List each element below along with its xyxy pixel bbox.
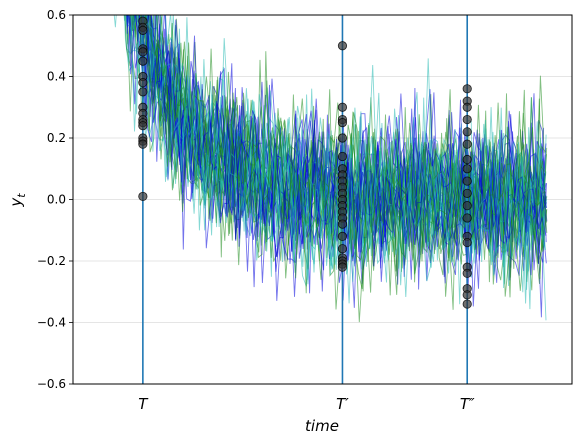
trajectory-line (134, 15, 545, 307)
sample-marker (462, 188, 472, 198)
sample-marker (462, 237, 472, 248)
sample-marker (337, 244, 348, 254)
sample-marker (138, 139, 148, 149)
sample-marker (138, 191, 148, 202)
sample-marker (337, 219, 348, 229)
vertical-marker-label: T′ (336, 395, 349, 413)
x-axis-title: time (305, 417, 339, 435)
sample-marker (462, 102, 472, 112)
trajectory-lines (113, 15, 548, 323)
sample-marker (337, 133, 348, 143)
vertical-marker-label: T (138, 395, 149, 413)
sample-marker (138, 78, 148, 88)
sample-marker (462, 127, 472, 137)
y-tick-label: 0.4 (47, 70, 66, 84)
sample-marker (462, 268, 472, 278)
y-tick-label: 0.6 (47, 8, 66, 22)
sample-marker (462, 139, 472, 149)
y-tick-label: 0.0 (47, 193, 66, 207)
y-tick-label: 0.2 (47, 131, 66, 145)
y-axis-title: yt (7, 193, 28, 208)
trajectory-line (131, 15, 545, 261)
sample-marker (138, 56, 148, 66)
sample-marker (462, 290, 472, 300)
sample-marker (462, 154, 472, 165)
sample-marker (462, 176, 472, 186)
sample-marker (138, 25, 148, 35)
sample-marker (337, 151, 348, 162)
y-tick-label: −0.4 (37, 316, 66, 330)
sample-marker (337, 262, 348, 272)
sample-marker (462, 299, 472, 309)
sample-marker (138, 121, 148, 131)
sample-marker (337, 231, 348, 241)
sample-marker (337, 102, 348, 112)
x-marker-labels: T T′ T″ (138, 395, 475, 413)
vertical-marker-label: T″ (460, 395, 475, 413)
sample-marker (462, 114, 472, 125)
sample-marker (337, 41, 348, 51)
sample-marker (462, 201, 472, 211)
sample-marker (138, 47, 148, 57)
sample-marker (462, 84, 472, 94)
sample-markers (138, 16, 472, 309)
y-tick-label: −0.6 (37, 377, 66, 391)
sample-marker (138, 87, 148, 97)
sample-marker (462, 213, 472, 223)
sample-marker (337, 118, 348, 128)
y-axis-ticks: −0.6 −0.4 −0.2 0.0 0.2 0.4 0.6 (37, 8, 73, 391)
y-tick-label: −0.2 (37, 254, 66, 268)
sample-marker (462, 164, 472, 174)
